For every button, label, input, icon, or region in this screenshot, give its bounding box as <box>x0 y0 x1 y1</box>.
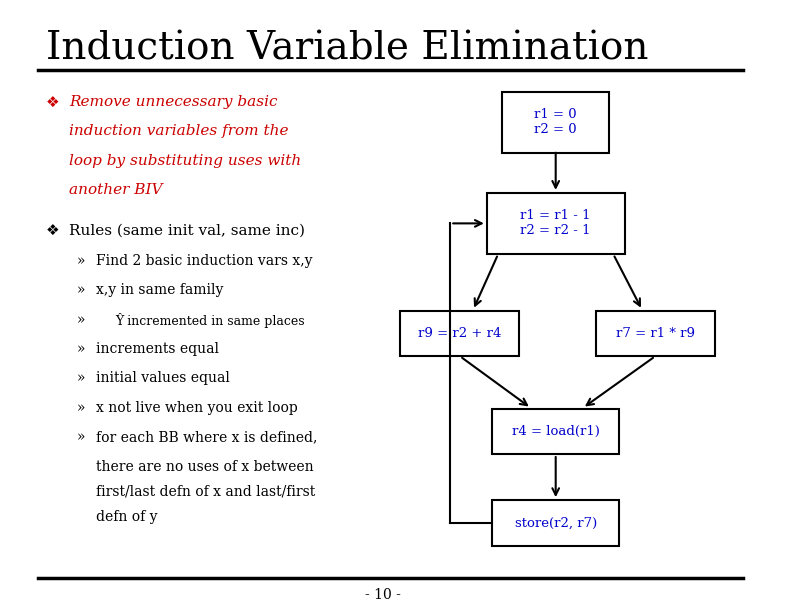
Text: r7 = r1 * r9: r7 = r1 * r9 <box>616 327 695 340</box>
Text: first/last defn of x and last/first: first/last defn of x and last/first <box>96 485 315 499</box>
Text: initial values equal: initial values equal <box>96 371 230 386</box>
FancyBboxPatch shape <box>596 311 714 356</box>
Text: Induction Variable Elimination: Induction Variable Elimination <box>46 31 649 67</box>
Text: store(r2, r7): store(r2, r7) <box>515 517 597 530</box>
Text: »: » <box>77 371 86 386</box>
Text: loop by substituting uses with: loop by substituting uses with <box>69 154 301 168</box>
Text: increments equal: increments equal <box>96 342 219 356</box>
Text: Remove unnecessary basic: Remove unnecessary basic <box>69 95 277 109</box>
Text: »: » <box>77 254 86 268</box>
FancyBboxPatch shape <box>401 311 520 356</box>
Text: Rules (same init val, same inc): Rules (same init val, same inc) <box>69 223 305 237</box>
Text: »: » <box>77 342 86 356</box>
Text: r9 = r2 + r4: r9 = r2 + r4 <box>418 327 501 340</box>
Text: x not live when you exit loop: x not live when you exit loop <box>96 401 298 415</box>
Text: ❖: ❖ <box>46 95 59 110</box>
FancyBboxPatch shape <box>493 409 619 454</box>
Text: induction variables from the: induction variables from the <box>69 124 288 138</box>
Text: »: » <box>77 401 86 415</box>
Text: - 10 -: - 10 - <box>365 588 402 602</box>
Text: Ŷ incremented in same places: Ŷ incremented in same places <box>115 313 305 328</box>
Text: r4 = load(r1): r4 = load(r1) <box>512 425 600 438</box>
Text: there are no uses of x between: there are no uses of x between <box>96 460 314 474</box>
Text: »: » <box>77 313 86 327</box>
Text: Find 2 basic induction vars x,y: Find 2 basic induction vars x,y <box>96 254 312 268</box>
FancyBboxPatch shape <box>487 193 625 254</box>
Text: defn of y: defn of y <box>96 510 158 523</box>
FancyBboxPatch shape <box>502 92 609 153</box>
FancyBboxPatch shape <box>493 501 619 547</box>
Text: another BIV: another BIV <box>69 183 162 197</box>
Text: r1 = 0
r2 = 0: r1 = 0 r2 = 0 <box>535 108 577 136</box>
Text: »: » <box>77 283 86 297</box>
Text: r1 = r1 - 1
r2 = r2 - 1: r1 = r1 - 1 r2 = r2 - 1 <box>520 209 591 237</box>
Text: for each BB where x is defined,: for each BB where x is defined, <box>96 430 317 444</box>
Text: »: » <box>77 430 86 444</box>
Text: x,y in same family: x,y in same family <box>96 283 223 297</box>
Text: ❖: ❖ <box>46 223 59 239</box>
